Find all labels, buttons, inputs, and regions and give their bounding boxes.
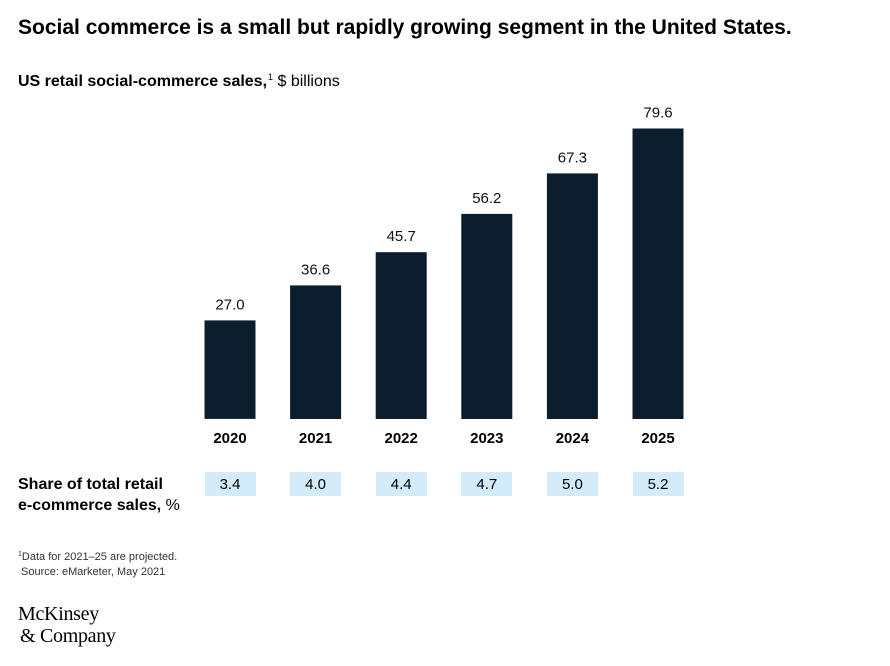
share-label: Share of total retail e-commerce sales, … (18, 474, 180, 516)
value-label-2020: 27.0 (215, 296, 244, 313)
bar-2023 (461, 213, 513, 419)
x-tick-2023: 2023 (470, 430, 503, 447)
share-label-unit: % (165, 497, 180, 514)
share-value-2024: 5.0 (546, 472, 598, 496)
share-value-2025: 5.2 (632, 472, 684, 496)
value-label-2021: 36.6 (301, 261, 330, 278)
value-label-2022: 45.7 (387, 228, 416, 245)
footnote-text: Data for 2021–25 are projected. (21, 551, 178, 563)
footnote-mark: 1 (18, 551, 22, 558)
subtitle-unit: $ billions (273, 73, 340, 90)
bar-2020 (204, 320, 256, 419)
bar-2025 (632, 128, 684, 419)
chart-subtitle: US retail social-commerce sales,1 $ bill… (18, 72, 340, 91)
x-tick-2025: 2025 (641, 430, 674, 447)
x-tick-2024: 2024 (556, 430, 590, 447)
x-tick-2022: 2022 (385, 430, 418, 447)
share-label-line1: Share of total retail (18, 476, 163, 493)
value-label-2025: 79.6 (643, 105, 672, 122)
bar-chart: 27.0 2020 36.6 2021 45.7 2022 56.2 2023 67.3 2024… (204, 105, 684, 447)
share-label-line2: e-commerce sales, (18, 497, 162, 514)
value-label-2024: 67.3 (558, 149, 587, 166)
share-value-2023: 4.7 (461, 472, 513, 496)
footnote: 1Data for 2021–25 are projected. Source:… (18, 547, 177, 580)
x-tick-2020: 2020 (213, 430, 246, 447)
x-tick-2021: 2021 (299, 430, 332, 447)
logo-line1: McKinsey (18, 603, 99, 625)
chart-title: Social commerce is a small but rapidly g… (18, 16, 792, 39)
bar-2021 (290, 285, 342, 419)
footnote-source: Source: eMarketer, May 2021 (21, 566, 166, 578)
bar-2022 (375, 252, 427, 419)
bar-2024 (546, 173, 598, 419)
logo-line2: & Company (20, 625, 116, 647)
mckinsey-logo: McKinsey & Company (18, 603, 116, 647)
subtitle-measure: US retail social-commerce sales, (18, 73, 268, 90)
share-value-2022: 4.4 (375, 472, 427, 496)
subtitle-footnote-mark: 1 (268, 72, 274, 82)
share-value-2020: 3.4 (204, 472, 256, 496)
share-value-2021: 4.0 (290, 472, 342, 496)
value-label-2023: 56.2 (472, 190, 501, 207)
